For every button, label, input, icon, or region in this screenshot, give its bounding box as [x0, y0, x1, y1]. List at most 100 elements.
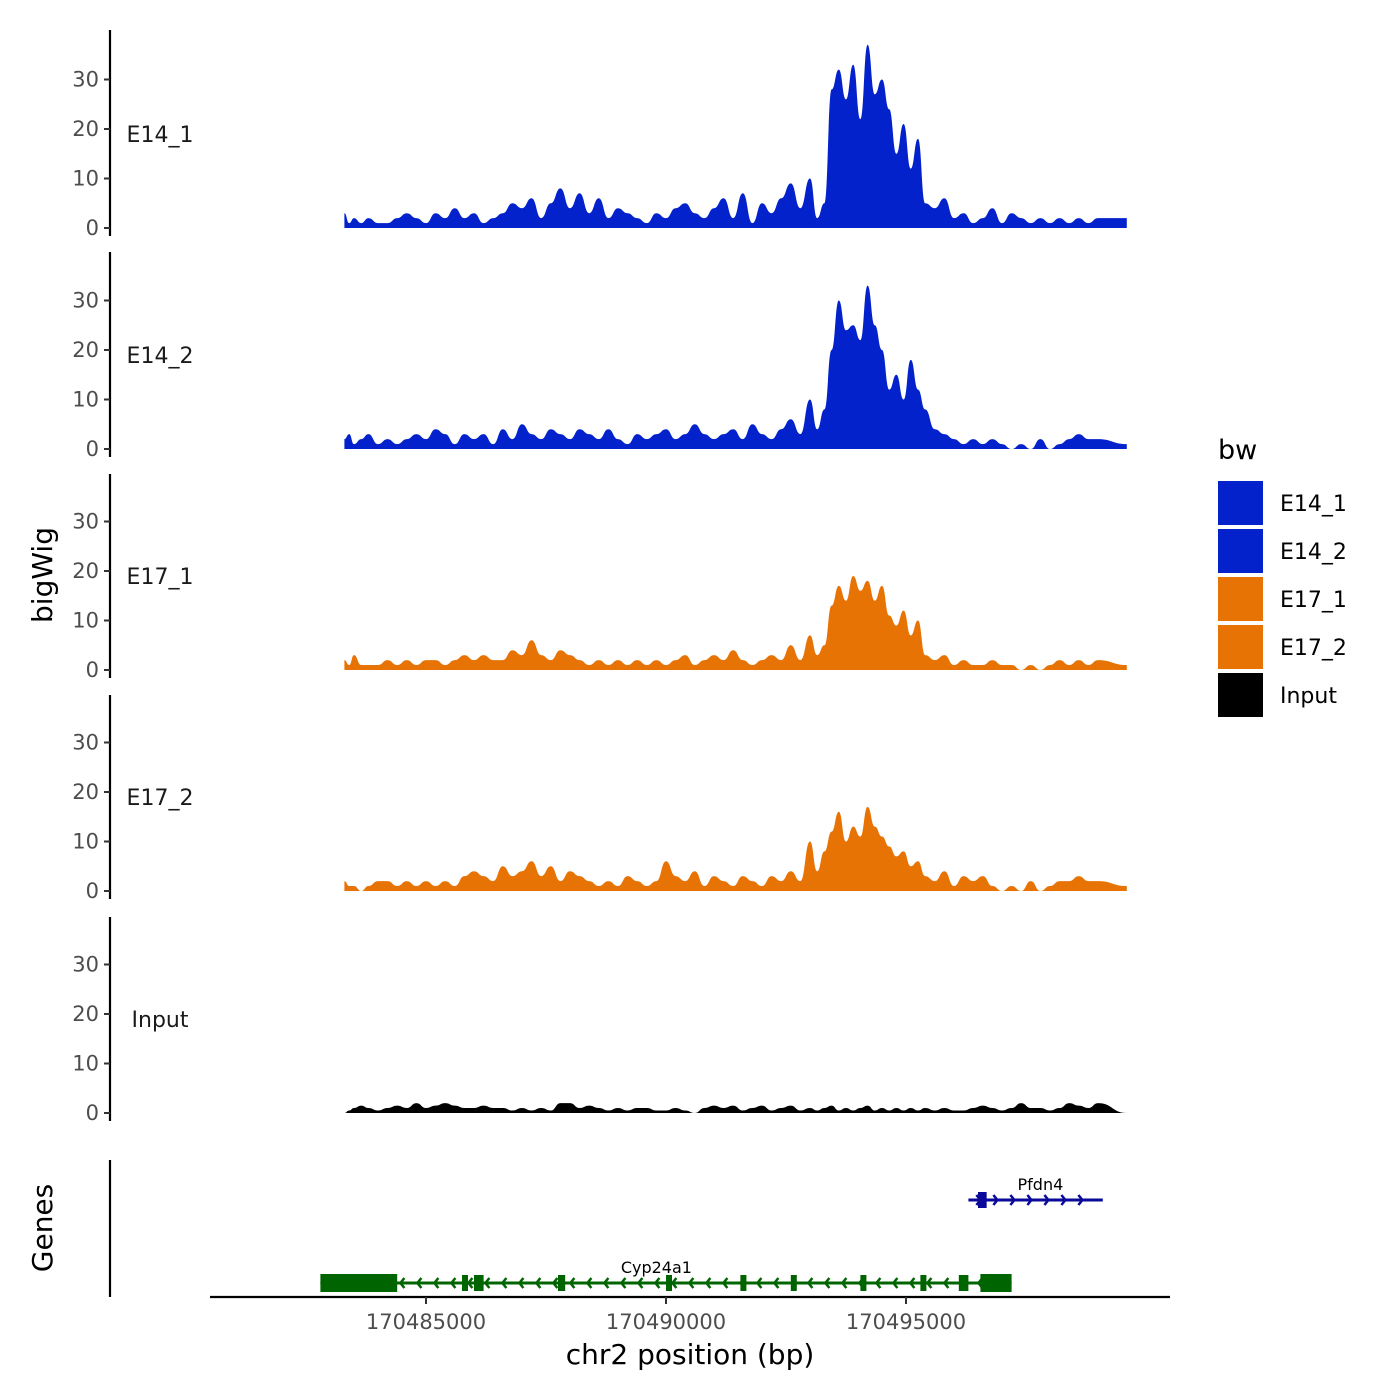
y-tick-label-E14_2-30: 30 — [72, 289, 99, 313]
area-Input — [344, 1103, 1127, 1113]
y-tick-label-E17_2-0: 0 — [86, 879, 99, 903]
y-tick-label-E14_1-20: 20 — [72, 117, 99, 141]
y-tick-label-E14_1-0: 0 — [86, 216, 99, 240]
gene-strand-arrow — [602, 1277, 610, 1289]
gene-strand-arrow — [585, 1277, 593, 1289]
gene-exon-Cyp24a1-1 — [462, 1275, 468, 1291]
gene-strand-arrow — [551, 1277, 559, 1289]
y-tick-label-E17_1-0: 0 — [86, 658, 99, 682]
gene-strand-arrow — [534, 1277, 542, 1289]
legend-label-Input: Input — [1280, 684, 1337, 709]
track-E14_2: 0 10 20 30 E14_2 — [72, 252, 1127, 461]
gene-strand-arrow — [619, 1277, 627, 1289]
y-tick-label-Input-0: 0 — [86, 1101, 99, 1125]
gene-strand-arrow — [1009, 1194, 1017, 1206]
area-E14_2 — [344, 285, 1127, 449]
genes-axis-title: Genes — [26, 1184, 59, 1272]
gene-strand-arrow — [806, 1277, 814, 1289]
gene-strand-arrow — [840, 1277, 848, 1289]
gene-strand-arrow — [670, 1277, 678, 1289]
track-label-E17_2: E17_2 — [127, 786, 194, 811]
gene-strand-arrow — [1043, 1194, 1051, 1206]
x-tick-label-170490000: 170490000 — [606, 1310, 726, 1334]
gene-strand-arrow — [517, 1277, 525, 1289]
gene-exon-Cyp24a1-7 — [860, 1275, 867, 1291]
gene-strand-arrow — [1026, 1194, 1034, 1206]
legend-label-E14_2: E14_2 — [1280, 540, 1347, 565]
y-tick-label-E17_2-10: 10 — [72, 830, 99, 854]
gene-strand-arrow — [992, 1194, 1000, 1206]
gene-strand-arrow — [636, 1277, 644, 1289]
track-E14_1: 0 10 20 30 E14_1 — [72, 30, 1127, 240]
gene-exon-Cyp24a1-10 — [980, 1274, 1012, 1292]
gene-strand-arrow — [942, 1277, 950, 1289]
y-tick-label-E14_2-20: 20 — [72, 338, 99, 362]
y-tick-label-E17_2-30: 30 — [72, 731, 99, 755]
y-tick-label-Input-10: 10 — [72, 1052, 99, 1076]
y-tick-label-E17_1-30: 30 — [72, 510, 99, 534]
track-label-E17_1: E17_1 — [127, 565, 194, 590]
track-label-E14_1: E14_1 — [127, 123, 194, 148]
gene-exon-Pfdn4-0 — [978, 1192, 987, 1208]
legend-key-E17_1 — [1218, 577, 1263, 621]
gene-exon-Cyp24a1-6 — [790, 1275, 797, 1291]
area-E17_1 — [344, 576, 1127, 670]
gene-strand-arrow — [891, 1277, 899, 1289]
y-tick-label-Input-20: 20 — [72, 1002, 99, 1026]
area-E17_2 — [344, 806, 1127, 891]
legend-label-E17_1: E17_1 — [1280, 588, 1347, 613]
x-tick-label-170485000: 170485000 — [366, 1310, 486, 1334]
y-tick-label-E17_1-10: 10 — [72, 609, 99, 633]
y-tick-label-Input-30: 30 — [72, 953, 99, 977]
gene-exon-Cyp24a1-5 — [740, 1275, 747, 1291]
gene-strand-arrow — [755, 1277, 763, 1289]
gene-exon-Cyp24a1-0 — [320, 1274, 398, 1292]
gene-exon-Cyp24a1-2 — [474, 1275, 484, 1291]
gene-strand-arrow — [449, 1277, 457, 1289]
gene-exon-Cyp24a1-9 — [958, 1275, 969, 1291]
gene-strand-arrow — [432, 1277, 440, 1289]
track-E17_1: 0 10 20 30 E17_1 — [72, 474, 1127, 682]
gene-strand-arrow — [925, 1277, 933, 1289]
gene-exon-Cyp24a1-4 — [666, 1275, 672, 1291]
gene-label-Cyp24a1: Cyp24a1 — [621, 1258, 692, 1277]
legend-key-E17_2 — [1218, 625, 1263, 669]
gene-label-Pfdn4: Pfdn4 — [1018, 1175, 1064, 1194]
gene-strand-arrow — [908, 1277, 916, 1289]
area-E14_1 — [344, 44, 1127, 228]
gene-strand-arrow — [704, 1277, 712, 1289]
y-tick-label-E14_1-10: 10 — [72, 167, 99, 191]
gene-strand-arrow — [1060, 1194, 1068, 1206]
gene-strand-arrow — [398, 1277, 406, 1289]
y-tick-label-E17_1-20: 20 — [72, 559, 99, 583]
gene-Cyp24a1: Cyp24a1 — [320, 1258, 1012, 1292]
gene-strand-arrow — [721, 1277, 729, 1289]
x-axis-title: chr2 position (bp) — [566, 1338, 815, 1371]
legend-key-Input — [1218, 673, 1263, 717]
gene-strand-arrow — [483, 1277, 491, 1289]
legend: bw E14_1 E14_2 E17_1 E17_2 Input — [1218, 435, 1347, 717]
x-axis: 170485000 170490000 170495000 — [210, 1295, 1170, 1334]
legend-key-E14_1 — [1218, 481, 1263, 525]
y-axis-title: bigWig — [26, 527, 59, 623]
y-tick-label-E14_1-30: 30 — [72, 68, 99, 92]
y-tick-label-E14_2-10: 10 — [72, 388, 99, 412]
gene-strand-arrow — [1077, 1194, 1085, 1206]
gene-strand-arrow — [466, 1277, 474, 1289]
gene-strand-arrow — [500, 1277, 508, 1289]
track-Input: 0 10 20 30 Input — [72, 917, 1127, 1125]
gene-strand-arrow — [823, 1277, 831, 1289]
gene-strand-arrow — [415, 1277, 423, 1289]
x-tick-label-170495000: 170495000 — [846, 1310, 966, 1334]
gene-exon-Cyp24a1-3 — [558, 1275, 566, 1291]
gene-Pfdn4: Pfdn4 — [968, 1175, 1103, 1208]
y-tick-label-E17_2-20: 20 — [72, 780, 99, 804]
gene-strand-arrow — [687, 1277, 695, 1289]
gene-strand-arrow — [772, 1277, 780, 1289]
signal-tracks: 0 10 20 30 E14_1 0 10 20 30 E14_2 0 10 20 30 E17_1 0 10 2… — [72, 30, 1127, 1125]
y-tick-label-E14_2-0: 0 — [86, 437, 99, 461]
gene-strand-arrow — [653, 1277, 661, 1289]
track-label-E14_2: E14_2 — [127, 344, 194, 369]
legend-title: bw — [1218, 435, 1257, 466]
